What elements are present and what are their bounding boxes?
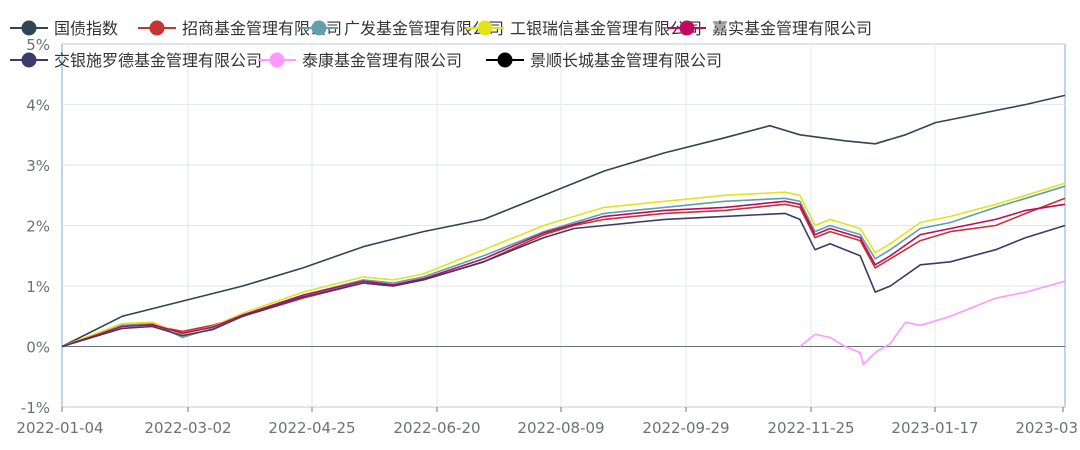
y-tick-label: 1% (26, 278, 50, 296)
legend-label: 泰康基金管理有限公司 (302, 51, 462, 70)
y-tick-label: 5% (26, 36, 50, 54)
legend-swatch-marker (21, 52, 37, 68)
legend: 国债指数 招商基金管理有限公司 广发基金管理有限公司 工银瑞信基金管理有限公司 嘉实基金… (10, 19, 872, 70)
x-tick-label: 2022-06-20 (393, 419, 480, 437)
x-tick-label: 2022-04-25 (268, 419, 355, 437)
y-tick-label: 0% (26, 339, 50, 357)
legend-item[interactable]: 嘉实基金管理有限公司 (668, 19, 872, 38)
series-line (61, 182, 1066, 348)
legend-label: 工银瑞信基金管理有限公司 (510, 19, 702, 38)
x-tick-label: 2023-01-17 (891, 419, 978, 437)
x-tick-label: 2022-08-09 (517, 419, 604, 437)
legend-swatch-marker (477, 20, 493, 36)
series-line (61, 212, 1066, 348)
y-tick-label: 4% (26, 97, 50, 115)
legend-item[interactable]: 工银瑞信基金管理有限公司 (466, 19, 702, 38)
legend-item[interactable]: 泰康基金管理有限公司 (258, 51, 462, 70)
axes: 5% 4% 3% 2% 1% 0% -1% 2022-01-04 2022-03-02 2022-… (16, 36, 1078, 437)
series-line (61, 185, 1066, 348)
x-tick-label: 2023-03 (1015, 419, 1078, 437)
x-tick-label: 2022-11-25 (767, 419, 854, 437)
legend-item[interactable]: 国债指数 (10, 19, 118, 38)
y-tick-label: 3% (26, 157, 50, 175)
legend-swatch-marker (269, 52, 285, 68)
legend-swatch-marker (149, 20, 165, 36)
legend-swatch-marker (679, 20, 695, 36)
legend-item[interactable]: 景顺长城基金管理有限公司 (486, 51, 722, 70)
legend-label: 交银施罗德基金管理有限公司 (54, 51, 262, 70)
series-lines (61, 94, 1066, 366)
legend-item[interactable]: 交银施罗德基金管理有限公司 (10, 51, 262, 70)
series-line (799, 280, 1066, 366)
legend-swatch-marker (311, 20, 327, 36)
legend-item[interactable]: 广发基金管理有限公司 (300, 19, 504, 38)
legend-swatch-marker (497, 52, 513, 68)
legend-label: 国债指数 (54, 19, 118, 38)
legend-item[interactable]: 招商基金管理有限公司 (138, 19, 342, 38)
y-tick-label: 2% (26, 218, 50, 236)
y-tick-label: -1% (21, 399, 50, 417)
x-tick-label: 2022-09-29 (642, 419, 729, 437)
x-tick-label: 2022-03-02 (144, 419, 231, 437)
series-line (61, 94, 1066, 348)
legend-swatch-marker (21, 20, 37, 36)
series-line (61, 200, 1066, 348)
x-tick-label: 2022-01-04 (16, 419, 103, 437)
legend-label: 广发基金管理有限公司 (344, 19, 504, 38)
legend-label: 招商基金管理有限公司 (182, 19, 342, 38)
legend-label: 景顺长城基金管理有限公司 (530, 51, 722, 70)
legend-label: 嘉实基金管理有限公司 (712, 19, 872, 38)
